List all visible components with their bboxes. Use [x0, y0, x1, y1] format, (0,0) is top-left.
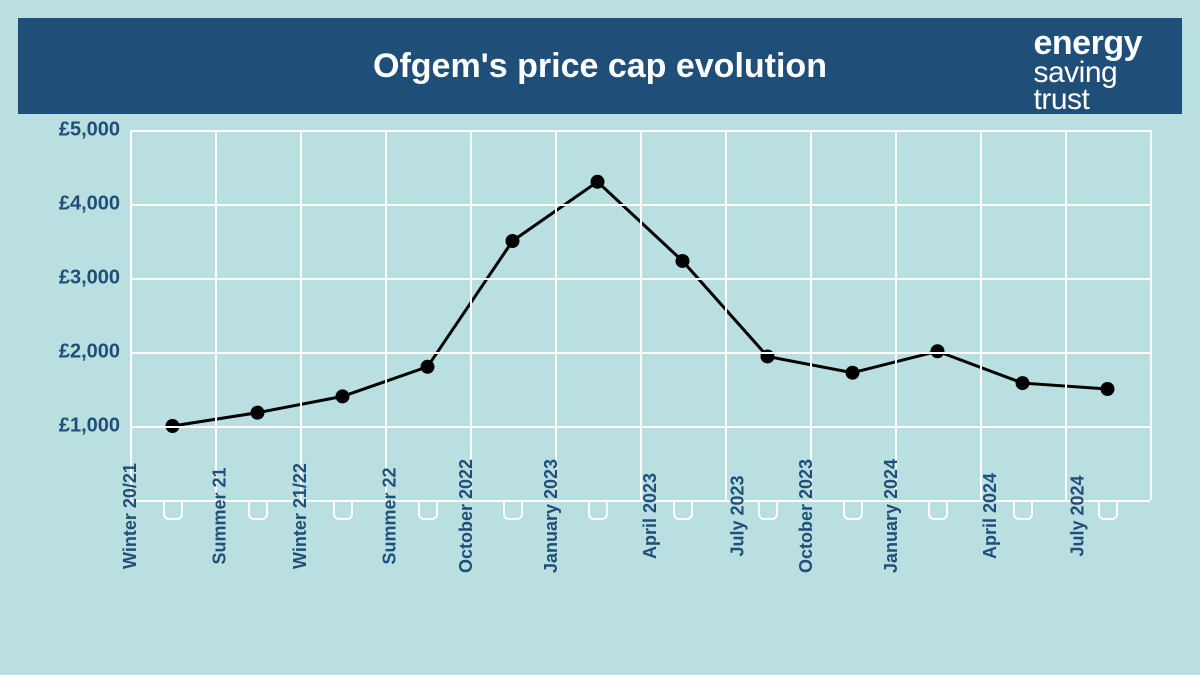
- data-point-marker: [421, 360, 435, 374]
- gridline-vertical: [1065, 130, 1067, 500]
- gridline-vertical: [980, 130, 982, 500]
- data-point-marker: [506, 234, 520, 248]
- data-point-marker: [846, 366, 860, 380]
- brand-logo: energy saving trust: [1034, 28, 1143, 113]
- data-point-marker: [251, 406, 265, 420]
- x-axis-tick-label: January 2023: [540, 516, 654, 537]
- data-point-marker: [336, 389, 350, 403]
- y-axis-tick-label: £4,000: [59, 193, 130, 216]
- chart-title: Ofgem's price cap evolution: [18, 47, 1182, 86]
- logo-line-2: saving: [1034, 59, 1143, 86]
- gridline-vertical: [300, 130, 302, 500]
- logo-line-1: energy: [1034, 28, 1143, 59]
- gridline-vertical: [725, 130, 727, 500]
- data-point-marker: [1101, 382, 1115, 396]
- y-axis-tick-label: £3,000: [59, 267, 130, 290]
- x-axis-tick-label: January 2024: [880, 516, 994, 537]
- y-axis-tick-label: £2,000: [59, 341, 130, 364]
- y-axis-tick-label: £5,000: [59, 119, 130, 142]
- data-point-marker: [676, 254, 690, 268]
- gridline-vertical: [895, 130, 897, 500]
- gridline-vertical: [640, 130, 642, 500]
- gridline-vertical: [810, 130, 812, 500]
- gridline-vertical: [130, 130, 132, 500]
- y-axis-tick-label: £1,000: [59, 415, 130, 438]
- chart-plot-area: £1,000£2,000£3,000£4,000£5,000Winter 20/…: [130, 130, 1150, 500]
- gridline-vertical: [385, 130, 387, 500]
- gridline-vertical: [555, 130, 557, 500]
- gridline-vertical: [1150, 130, 1152, 500]
- data-point-marker: [1016, 376, 1030, 390]
- page: Ofgem's price cap evolution energy savin…: [0, 0, 1200, 675]
- x-axis-tick-label: July 2024: [1067, 516, 1148, 537]
- header: Ofgem's price cap evolution energy savin…: [18, 18, 1182, 114]
- logo-line-3: trust: [1034, 86, 1143, 113]
- x-axis-tick-label: April 2024: [979, 516, 1065, 537]
- gridline-vertical: [470, 130, 472, 500]
- x-axis-tick-label: April 2023: [639, 516, 725, 537]
- gridline-vertical: [215, 130, 217, 500]
- data-point-marker: [591, 175, 605, 189]
